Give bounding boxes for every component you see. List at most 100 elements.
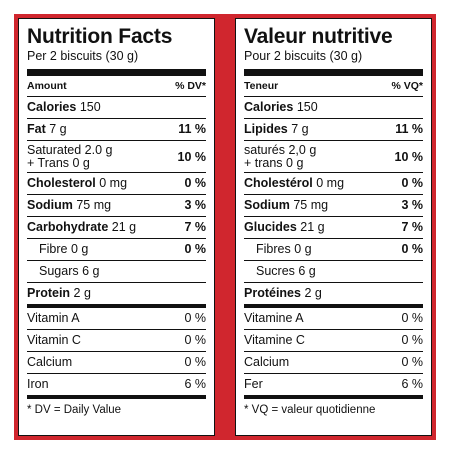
- sodium-dv: 3 %: [401, 198, 423, 212]
- fat-dv: 11 %: [178, 122, 206, 136]
- sodium-dv: 3 %: [184, 198, 206, 212]
- saturated-line: saturés 2,0 g: [244, 143, 317, 157]
- header-row: Amount % DV*: [27, 76, 206, 96]
- protein-row: Protein 2 g: [27, 282, 206, 304]
- fat-amount: 7 g: [49, 122, 67, 136]
- sugars-label: Sugars 6 g: [39, 264, 100, 278]
- thick-divider: [244, 304, 423, 308]
- vitamin-row: Vitamin A 0 %: [27, 308, 206, 329]
- fat-dv: 11 %: [395, 122, 423, 136]
- panel-title: Valeur nutritive: [244, 25, 393, 48]
- fat-row: Fat 7 g 11 %: [27, 118, 206, 140]
- carb-amount: 21 g: [300, 220, 325, 234]
- saturated-trans-row: Saturated 2.0 g + Trans 0 g 10 %: [27, 140, 206, 172]
- vitamin-name: Vitamine A: [244, 311, 304, 325]
- vitamin-dv: 6 %: [184, 377, 206, 391]
- amount-header: Amount: [27, 80, 67, 92]
- calories-label: Calories: [244, 100, 294, 114]
- fibre-row: Fibres 0 g 0 %: [244, 238, 423, 260]
- vitamin-row: Vitamine A 0 %: [244, 308, 423, 329]
- cholesterol-row: Cholestérol 0 mg 0 %: [244, 172, 423, 194]
- cholesterol-amount: 0 mg: [316, 176, 345, 190]
- fibre-label: Fibres 0 g: [256, 242, 312, 256]
- carb-label: Glucides: [244, 220, 297, 234]
- fat-amount: 7 g: [291, 122, 309, 136]
- saturated-trans-row: saturés 2,0 g + trans 0 g 10 %: [244, 140, 423, 172]
- sodium-label: Sodium: [244, 198, 290, 212]
- fibre-dv: 0 %: [184, 242, 206, 256]
- vitamin-name: Fer: [244, 377, 263, 391]
- sodium-amount: 75 mg: [76, 198, 112, 212]
- vitamin-dv: 6 %: [401, 377, 423, 391]
- carb-dv: 7 %: [401, 220, 423, 234]
- vitamin-dv: 0 %: [184, 311, 206, 325]
- vitamin-name: Vitamin A: [27, 311, 80, 325]
- footnote: * VQ = valeur quotidienne: [244, 395, 423, 417]
- sugars-label: Sucres 6 g: [256, 264, 316, 278]
- thick-divider: [27, 69, 206, 76]
- fibre-dv: 0 %: [401, 242, 423, 256]
- dv-header: % DV*: [175, 80, 206, 92]
- carb-label: Carbohydrate: [27, 220, 109, 234]
- cholesterol-label: Cholesterol: [27, 176, 96, 190]
- serving-size: Per 2 biscuits (30 g): [27, 49, 139, 63]
- carbohydrate-row: Carbohydrate 21 g 7 %: [27, 216, 206, 238]
- cholesterol-dv: 0 %: [401, 176, 423, 190]
- protein-label: Protein: [27, 286, 71, 300]
- sugars-row: Sugars 6 g: [27, 260, 206, 282]
- fat-label: Fat: [27, 122, 46, 136]
- sodium-label: Sodium: [27, 198, 73, 212]
- calories-label: Calories: [27, 100, 77, 114]
- sodium-row: Sodium 75 mg 3 %: [244, 194, 423, 216]
- nutrition-facts-panel-en: Nutrition Facts Per 2 biscuits (30 g) Am…: [18, 18, 215, 436]
- vitamin-name: Calcium: [27, 355, 73, 369]
- footnote: * DV = Daily Value: [27, 395, 206, 417]
- protein-amount: 2 g: [304, 286, 322, 300]
- saturated-line: Saturated 2.0 g: [27, 143, 113, 157]
- cholesterol-dv: 0 %: [184, 176, 206, 190]
- vitamin-name: Vitamine C: [244, 333, 305, 347]
- label-frame: Nutrition Facts Per 2 biscuits (30 g) Am…: [14, 14, 436, 440]
- vitamin-row: Vitamine C 0 %: [244, 329, 423, 351]
- vitamin-dv: 0 %: [184, 355, 206, 369]
- amount-header: Teneur: [244, 80, 279, 92]
- calories-value: 150: [79, 100, 101, 114]
- vitamin-name: Iron: [27, 377, 49, 391]
- cholesterol-label: Cholestérol: [244, 176, 313, 190]
- fibre-row: Fibre 0 g 0 %: [27, 238, 206, 260]
- header-row: Teneur % VQ*: [244, 76, 423, 96]
- carb-dv: 7 %: [184, 220, 206, 234]
- sat-trans-dv: 10 %: [177, 149, 207, 164]
- fat-row: Lipides 7 g 11 %: [244, 118, 423, 140]
- calories-row: Calories 150: [244, 96, 423, 118]
- thick-divider: [244, 69, 423, 76]
- cholesterol-row: Cholesterol 0 mg 0 %: [27, 172, 206, 194]
- vitamin-row: Vitamin C 0 %: [27, 329, 206, 351]
- fat-label: Lipides: [244, 122, 288, 136]
- vitamin-row: Calcium 0 %: [244, 351, 423, 373]
- vitamin-dv: 0 %: [401, 333, 423, 347]
- protein-amount: 2 g: [73, 286, 91, 300]
- carb-amount: 21 g: [111, 220, 137, 234]
- sugars-row: Sucres 6 g: [244, 260, 423, 282]
- vitamin-dv: 0 %: [184, 333, 206, 347]
- sodium-amount: 75 mg: [293, 198, 329, 212]
- protein-label: Protéines: [244, 286, 301, 300]
- vitamin-dv: 0 %: [401, 311, 423, 325]
- carbohydrate-row: Glucides 21 g 7 %: [244, 216, 423, 238]
- nutrition-facts-panel-fr: Valeur nutritive Pour 2 biscuits (30 g) …: [235, 18, 432, 436]
- panel-title: Nutrition Facts: [27, 25, 173, 48]
- vitamin-row: Calcium 0 %: [27, 351, 206, 373]
- trans-line: + trans 0 g: [244, 156, 304, 170]
- protein-row: Protéines 2 g: [244, 282, 423, 304]
- trans-line: + Trans 0 g: [27, 156, 90, 170]
- dv-header: % VQ*: [391, 80, 423, 92]
- vitamin-row: Iron 6 %: [27, 373, 206, 395]
- thick-divider: [27, 304, 206, 308]
- vitamin-dv: 0 %: [401, 355, 423, 369]
- calories-row: Calories 150: [27, 96, 206, 118]
- vitamin-row: Fer 6 %: [244, 373, 423, 395]
- vitamin-name: Vitamin C: [27, 333, 81, 347]
- calories-value: 150: [296, 100, 318, 114]
- cholesterol-amount: 0 mg: [99, 176, 128, 190]
